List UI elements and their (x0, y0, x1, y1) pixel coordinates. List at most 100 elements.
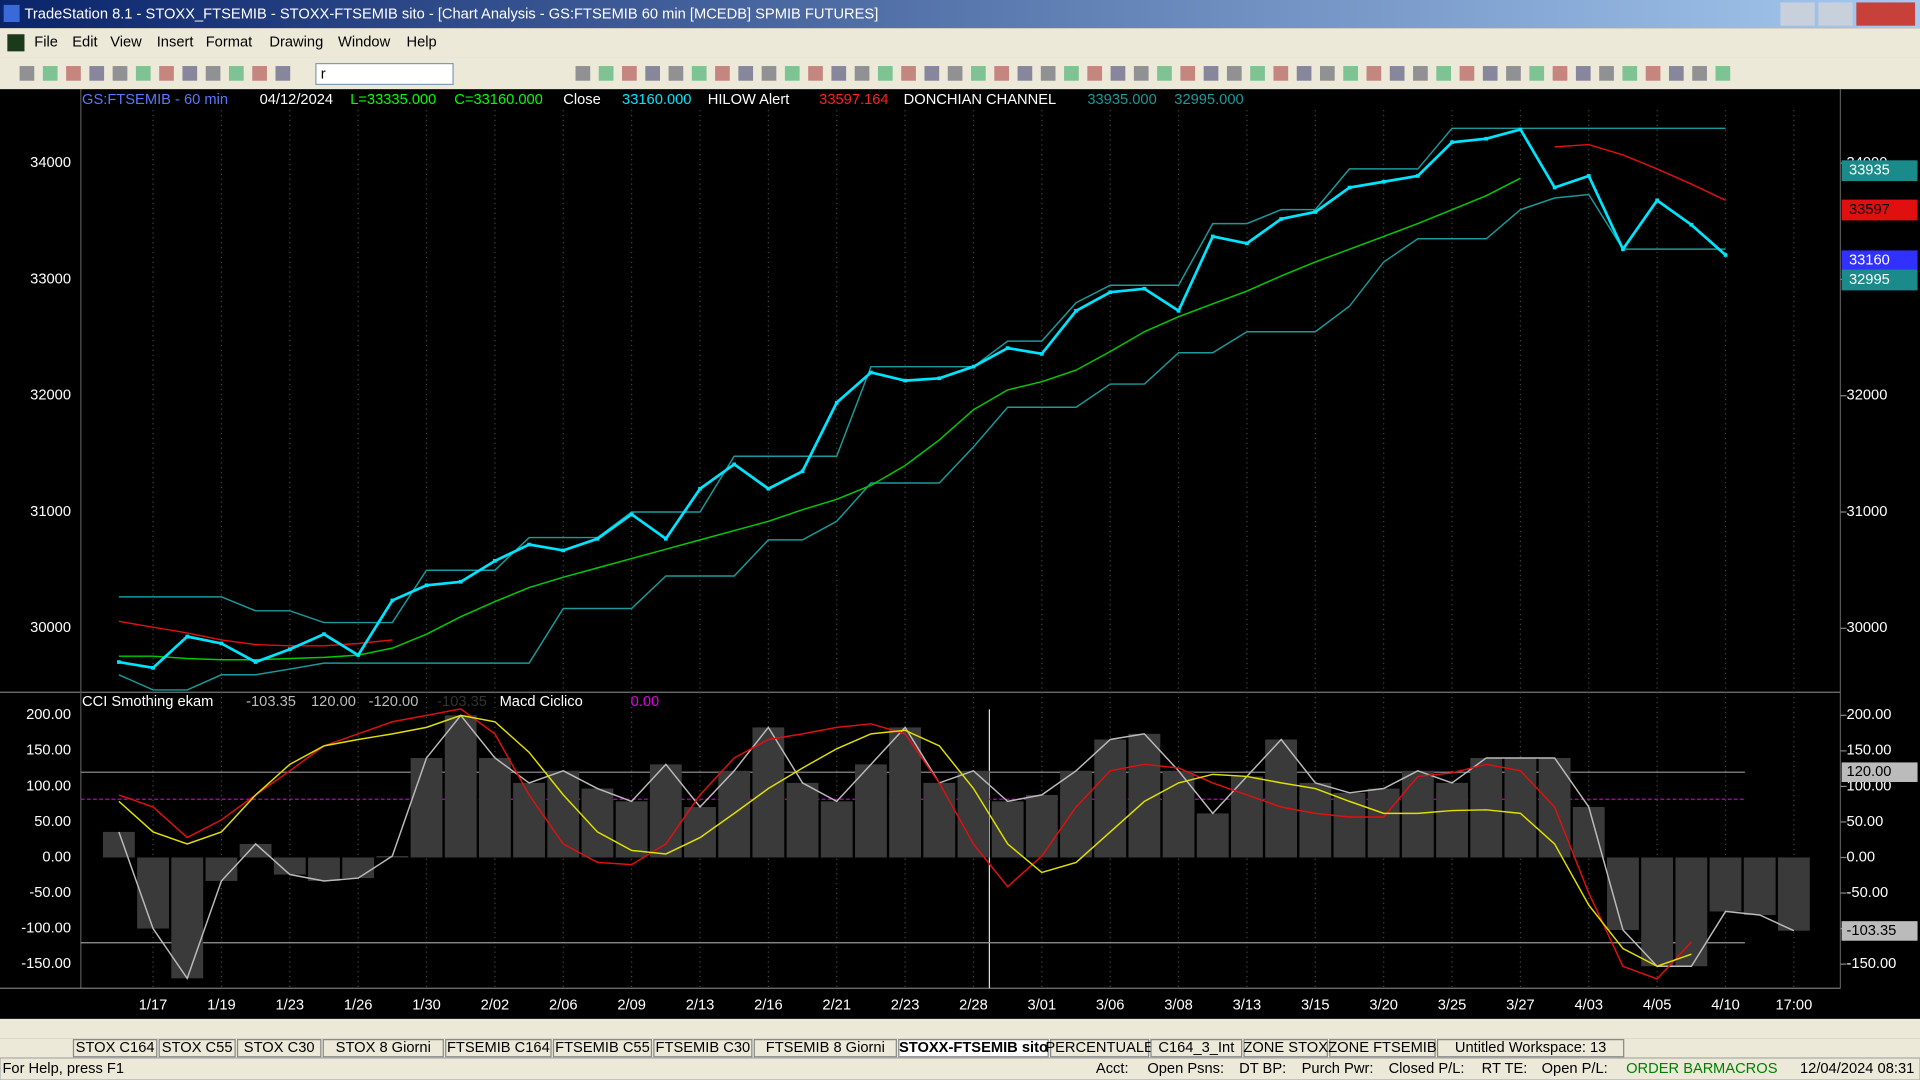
toolbar-button[interactable] (575, 66, 591, 81)
workspace-tab[interactable] (1050, 1039, 1150, 1058)
symbol-box[interactable] (315, 62, 454, 86)
toolbar-button[interactable] (1133, 66, 1149, 81)
toolbar-button[interactable] (947, 66, 963, 81)
workspace-tab[interactable] (1150, 1039, 1243, 1058)
x-tick-label: 3/01 (1028, 997, 1057, 1013)
workspace-tab[interactable] (236, 1039, 322, 1058)
toolbar-button[interactable] (1226, 66, 1242, 81)
toolbar-button[interactable] (901, 66, 916, 81)
toolbar-button[interactable] (1645, 66, 1661, 81)
toolbar-button[interactable] (1157, 66, 1172, 81)
toolbar-button[interactable] (971, 66, 986, 81)
toolbar-button[interactable] (1599, 66, 1614, 81)
workspace-tab[interactable] (72, 1039, 158, 1058)
toolbar-button[interactable] (135, 66, 151, 81)
toolbar-button[interactable] (1064, 66, 1079, 81)
toolbar-button[interactable] (1459, 66, 1475, 81)
price-point (663, 536, 668, 541)
toolbar-button[interactable] (182, 66, 198, 81)
menu-item[interactable]: Drawing (269, 35, 323, 51)
x-tick-label: 3/08 (1164, 997, 1193, 1013)
toolbar-button[interactable] (761, 66, 777, 81)
workspace-tab[interactable] (322, 1039, 444, 1058)
toolbar-button[interactable] (205, 66, 221, 81)
toolbar-button[interactable] (1040, 66, 1056, 81)
workspace-tab[interactable] (445, 1039, 552, 1058)
scrollbar[interactable] (0, 1018, 1920, 1039)
workspace-tab[interactable] (158, 1039, 236, 1058)
toolbar-button[interactable] (1715, 66, 1731, 81)
menu-item[interactable]: Help (407, 35, 437, 51)
toolbar-button[interactable] (854, 66, 870, 81)
toolbar-button[interactable] (1389, 66, 1405, 81)
toolbar-button[interactable] (1250, 66, 1265, 81)
toolbar-button[interactable] (738, 66, 754, 81)
toolbar-button[interactable] (159, 66, 174, 81)
histogram-bar (820, 801, 853, 858)
minimize-button[interactable] (1780, 2, 1815, 26)
workspace-tab[interactable] (1436, 1039, 1625, 1058)
maximize-button[interactable] (1818, 2, 1853, 26)
toolbar-button[interactable] (1203, 66, 1219, 81)
x-tick-label: 2/06 (549, 997, 578, 1013)
toolbar-button[interactable] (66, 66, 81, 81)
legend-text: DONCHIAN CHANNEL (904, 92, 1057, 108)
toolbar-button[interactable] (715, 66, 730, 81)
menu-item[interactable]: File (34, 35, 58, 51)
toolbar-button[interactable] (831, 66, 847, 81)
toolbar-button[interactable] (691, 66, 707, 81)
toolbar-button[interactable] (1413, 66, 1428, 81)
toolbar-button[interactable] (1506, 66, 1521, 81)
histogram-bar (1265, 739, 1298, 858)
toolbar-button[interactable] (877, 66, 893, 81)
toolbar-button[interactable] (275, 66, 291, 81)
workspace-tab[interactable] (1243, 1039, 1328, 1058)
toolbar-button[interactable] (1296, 66, 1312, 81)
toolbar-button[interactable] (622, 66, 637, 81)
toolbar-button[interactable] (1529, 66, 1545, 81)
workspace-tab[interactable] (753, 1039, 897, 1058)
toolbar-button[interactable] (1273, 66, 1289, 81)
y-tick-label: 31000 (30, 504, 71, 520)
toolbar-button[interactable] (1017, 66, 1033, 81)
toolbar-button[interactable] (89, 66, 105, 81)
tab-label: STOX C55 (162, 1040, 233, 1056)
toolbar-button[interactable] (1436, 66, 1452, 81)
workspace-tab[interactable] (898, 1039, 1049, 1058)
toolbar-button[interactable] (1087, 66, 1103, 81)
toolbar-button[interactable] (252, 66, 267, 81)
toolbar-button[interactable] (1180, 66, 1196, 81)
toolbar-button[interactable] (1482, 66, 1498, 81)
menu-item[interactable]: Window (338, 35, 391, 51)
workspace-tab[interactable] (653, 1039, 753, 1058)
menu-item[interactable]: Edit (72, 35, 97, 51)
toolbar-button[interactable] (1320, 66, 1335, 81)
toolbar-button[interactable] (1668, 66, 1684, 81)
menu-item[interactable]: Insert (157, 35, 194, 51)
toolbar-button[interactable] (112, 66, 128, 81)
toolbar-button[interactable] (228, 66, 244, 81)
toolbar-button[interactable] (924, 66, 940, 81)
toolbar-button[interactable] (668, 66, 684, 81)
toolbar-button[interactable] (1575, 66, 1591, 81)
toolbar-button[interactable] (1343, 66, 1358, 81)
toolbar-button[interactable] (1366, 66, 1382, 81)
toolbar-button[interactable] (1552, 66, 1568, 81)
close-button[interactable] (1856, 2, 1916, 26)
toolbar-button[interactable] (994, 66, 1009, 81)
workspace-tab[interactable] (552, 1039, 653, 1058)
toolbar-button[interactable] (1622, 66, 1638, 81)
workspace-tab[interactable] (1329, 1039, 1436, 1058)
toolbar-button[interactable] (598, 66, 614, 81)
toolbar-button[interactable] (784, 66, 800, 81)
toolbar-button[interactable] (1110, 66, 1126, 81)
histogram-bar (1572, 807, 1605, 858)
toolbar-button[interactable] (19, 66, 35, 81)
toolbar-button[interactable] (645, 66, 660, 81)
toolbar-button[interactable] (1692, 66, 1707, 81)
toolbar-button[interactable] (42, 66, 58, 81)
menu-item[interactable]: Format (206, 35, 252, 51)
menu-item[interactable]: View (110, 35, 142, 51)
price-point (1347, 185, 1352, 190)
toolbar-button[interactable] (808, 66, 823, 81)
